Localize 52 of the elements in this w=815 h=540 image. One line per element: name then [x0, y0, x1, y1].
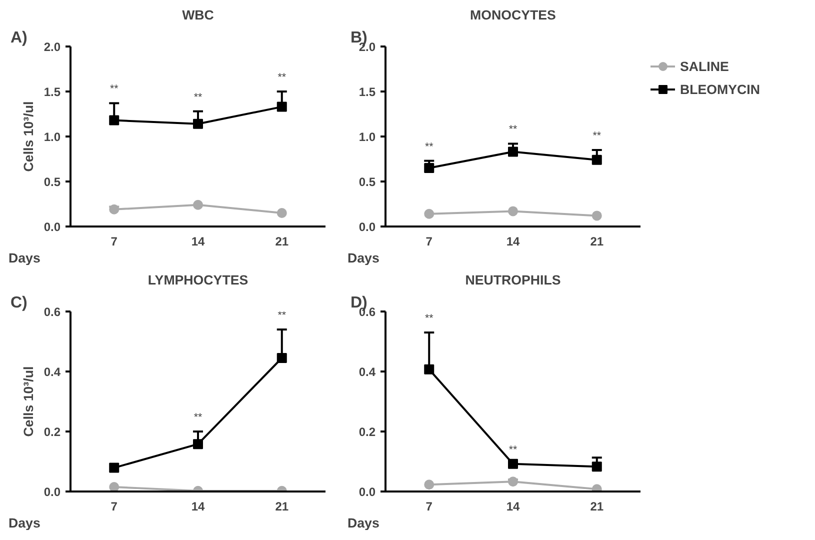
legend-label: SALINE: [680, 58, 729, 74]
chart-title: WBC: [182, 8, 214, 22]
annotation: **: [110, 83, 118, 96]
y-tick-label: 2.0: [44, 40, 61, 54]
y-tick-label: 0.0: [44, 220, 61, 234]
annotation: **: [508, 444, 518, 456]
x-tick-label: 21: [275, 234, 289, 248]
x-tick-label: 7: [426, 234, 433, 248]
y-axis-title: Cells 10³/ul: [20, 101, 36, 172]
y-tick-label: 1.5: [44, 85, 61, 99]
annotation: **: [424, 140, 434, 153]
chart-title: LYMPHOCYTES: [148, 272, 248, 288]
x-tick-label: 21: [590, 500, 604, 514]
y-tick-label: 0.4: [44, 365, 61, 379]
x-axis-title: Days: [8, 250, 40, 266]
x-tick-label: 7: [110, 500, 118, 514]
x-axis-title: Days: [348, 516, 380, 530]
text: C): [10, 294, 28, 312]
x-tick-label: 21: [275, 500, 289, 514]
chart-title: MONOCYTES: [470, 8, 556, 22]
legend-label: BLEOMYCIN: [680, 82, 760, 96]
y-tick-label: 1.5: [358, 85, 376, 99]
y-tick-label: 0.5: [44, 175, 61, 189]
x-axis-title: Days: [8, 516, 40, 530]
annotation: **: [508, 124, 518, 136]
y-tick-label: 0.2: [44, 425, 61, 439]
annotation: **: [194, 91, 202, 104]
x-tick-label: 7: [110, 234, 118, 248]
y-tick-label: 0.6: [44, 305, 61, 319]
x-tick-label: 14: [506, 500, 520, 514]
x-tick-label: 14: [191, 234, 205, 248]
x-tick-label: 14: [506, 234, 520, 248]
annotation: **: [278, 310, 286, 322]
annotation: **: [278, 72, 286, 84]
x-tick-label: 7: [426, 500, 433, 514]
x-axis-title: Days: [348, 250, 380, 266]
annotation: **: [424, 312, 434, 324]
y-tick-label: 0.0: [44, 485, 61, 499]
y-tick-label: 0.0: [358, 485, 376, 499]
y-tick-label: 0.0: [358, 220, 376, 234]
x-tick-label: 14: [191, 500, 205, 514]
y-tick-label: 1.0: [358, 130, 376, 144]
x-tick-label: 21: [590, 234, 604, 248]
y-tick-label: 1.0: [44, 130, 61, 144]
annotation: **: [194, 412, 202, 424]
y-axis-title: Cells 10³/ul: [20, 366, 36, 437]
y-tick-label: 0.4: [358, 365, 376, 379]
y-tick-label: 0.5: [358, 175, 376, 189]
chart-title: NEUTROPHILS: [465, 272, 561, 288]
y-tick-label: 0.2: [358, 425, 376, 439]
annotation: **: [592, 130, 602, 142]
text: A): [10, 30, 28, 46]
